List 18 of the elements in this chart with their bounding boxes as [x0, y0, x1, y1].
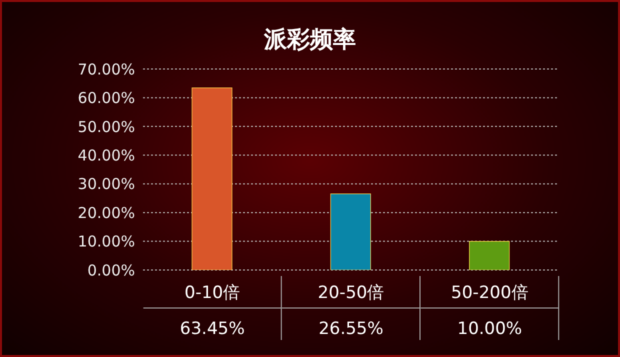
x-tick-label: 0-10倍: [184, 283, 240, 303]
y-tick-label: 60.00%: [78, 89, 135, 108]
data-label: 26.55%: [318, 319, 384, 339]
y-tick-label: 10.00%: [78, 232, 135, 251]
x-tick-label: 20-50倍: [318, 283, 384, 303]
y-tick-label: 50.00%: [78, 118, 135, 136]
bar: [330, 193, 371, 270]
bar: [469, 240, 510, 270]
y-tick-label: 40.00%: [78, 146, 135, 164]
y-tick-label: 20.00%: [78, 204, 135, 222]
data-label: 63.45%: [180, 319, 245, 339]
y-tick-label: 70.00%: [78, 60, 135, 78]
data-label: 10.00%: [457, 319, 522, 339]
y-tick-label: 0.00%: [87, 261, 135, 280]
bar: [192, 88, 232, 270]
y-tick-label: 30.00%: [78, 175, 135, 194]
x-tick-label: 50-200倍: [451, 283, 528, 303]
chart-title: 派彩频率: [262, 26, 357, 55]
